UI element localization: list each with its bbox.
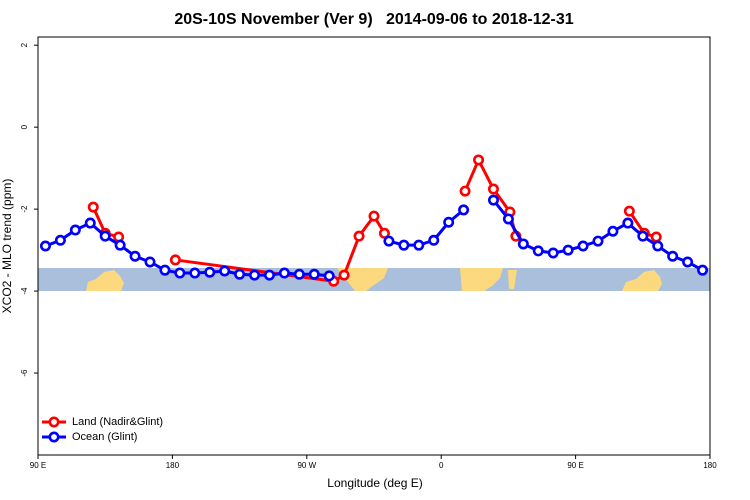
y-tick-label: 2 (20, 42, 29, 47)
data-point (129, 250, 141, 262)
data-point (652, 240, 664, 252)
data-point (650, 231, 662, 243)
data-point (413, 239, 425, 251)
data-point (383, 235, 395, 247)
data-point (368, 210, 380, 222)
data-point (592, 235, 604, 247)
y-tick-label: 0 (20, 124, 29, 129)
land-shape (337, 268, 388, 291)
data-point (249, 269, 261, 281)
data-point (234, 268, 246, 280)
data-point (458, 204, 470, 216)
data-point (637, 230, 649, 242)
legend-label: Ocean (Glint) (72, 431, 137, 443)
data-point (547, 247, 559, 259)
data-point (293, 268, 305, 280)
data-point (697, 264, 709, 276)
x-axis-label: Longitude (deg E) (327, 476, 422, 490)
data-point (532, 245, 544, 257)
data-point (487, 194, 499, 206)
data-point (308, 268, 320, 280)
data-point (577, 240, 589, 252)
data-point (378, 227, 390, 239)
y-tick-label: -2 (20, 205, 29, 213)
legend-marker (48, 416, 60, 428)
data-point (622, 217, 634, 229)
x-tick-label: 180 (703, 461, 717, 470)
data-point (398, 239, 410, 251)
data-point (353, 230, 365, 242)
data-point (87, 201, 99, 213)
data-point (607, 225, 619, 237)
data-point (682, 256, 694, 268)
land-shape (622, 270, 662, 291)
legend-marker (48, 431, 60, 443)
land-shape (508, 270, 517, 289)
data-point (623, 205, 635, 217)
y-axis-label: XCO2 - MLO trend (ppm) (0, 179, 14, 314)
data-point (338, 269, 350, 281)
land-shape (86, 270, 124, 291)
data-point (39, 240, 51, 252)
x-tick-label: 90 E (30, 461, 46, 470)
plot-frame (37, 36, 711, 456)
data-point (169, 254, 181, 266)
data-point (473, 154, 485, 166)
data-point (84, 217, 96, 229)
data-point (562, 244, 574, 256)
legend-label: Land (Nadir&Glint) (72, 416, 163, 428)
data-point (54, 234, 66, 246)
data-point (323, 270, 335, 282)
chart-title: 20S-10S November (Ver 9) 2014-09-06 to 2… (174, 11, 573, 28)
x-tick-label: 180 (166, 461, 180, 470)
x-tick-label: 0 (439, 461, 444, 470)
x-tick-label: 90 E (567, 461, 583, 470)
data-point (263, 269, 275, 281)
map-strip (38, 268, 710, 291)
data-point (459, 185, 471, 197)
data-point (99, 230, 111, 242)
data-point (69, 224, 81, 236)
data-point (144, 256, 156, 268)
data-point (189, 267, 201, 279)
data-point (174, 267, 186, 279)
data-point (443, 216, 455, 228)
data-point (114, 239, 126, 251)
data-point (517, 238, 529, 250)
data-point (428, 234, 440, 246)
y-tick-label: -6 (20, 369, 29, 377)
land-shape (460, 268, 503, 291)
data-point (219, 265, 231, 277)
data-point (159, 264, 171, 276)
data-point (487, 183, 499, 195)
data-point (278, 267, 290, 279)
data-point (502, 213, 514, 225)
data-point (667, 250, 679, 262)
x-tick-label: 90 W (297, 461, 316, 470)
y-tick-label: -4 (20, 287, 29, 295)
data-point (204, 266, 216, 278)
